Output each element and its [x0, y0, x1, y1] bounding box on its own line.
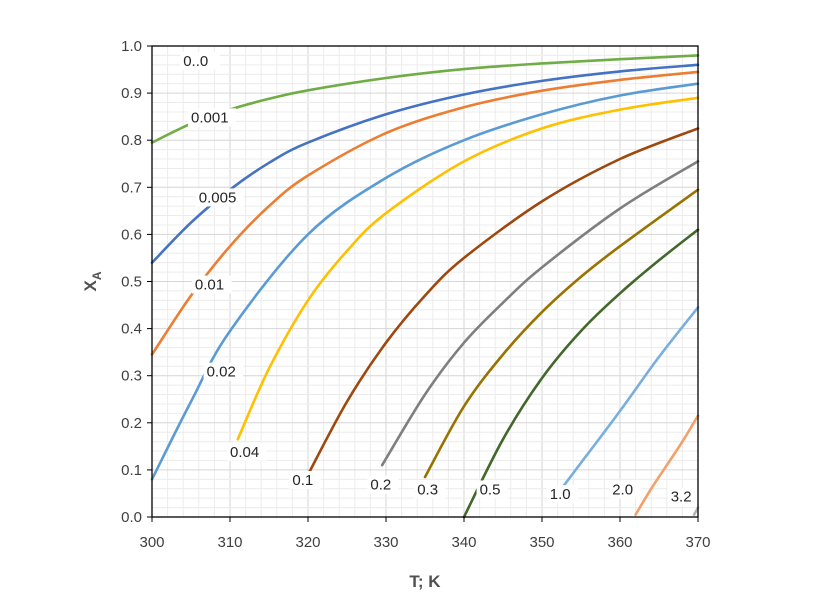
curve-label-background	[367, 475, 399, 494]
curve-series-5	[306, 127, 700, 476]
curve-series-9	[560, 306, 700, 490]
x-tick-label: 360	[607, 534, 632, 551]
curve-label: 0.5	[480, 481, 501, 498]
curve-series-10	[634, 414, 700, 516]
x-tick-label: 330	[373, 534, 398, 551]
curve-label-background	[476, 480, 508, 499]
y-tick-label: 1.0	[121, 38, 142, 55]
curve-label-background	[203, 362, 244, 381]
curve-label-background	[414, 480, 446, 499]
curve-label-background	[546, 485, 578, 504]
x-tick-label: 370	[685, 534, 710, 551]
y-tick-label: 0.7	[121, 179, 142, 196]
curve-label: 0.2	[370, 477, 391, 494]
curve-series-6	[380, 160, 700, 467]
curve-label: 0.3	[417, 481, 438, 498]
curve-label: 0.1	[292, 472, 313, 489]
curve-series-0	[150, 54, 700, 144]
curve-label-background	[191, 275, 232, 294]
curve-label-background	[667, 487, 699, 506]
curve-label-background	[195, 188, 244, 207]
curve-label-background	[227, 442, 267, 461]
curve-label: 1.0	[550, 486, 571, 503]
curve-label-background	[180, 51, 220, 70]
curve-label: 0..0	[183, 53, 208, 70]
y-tick-label: 0.2	[121, 415, 142, 432]
x-axis-title: T; K	[409, 572, 441, 591]
y-axis-title-main: X	[81, 280, 100, 292]
curve-label: 3.2	[671, 489, 692, 506]
curve-label-background	[609, 480, 641, 499]
x-tick-label: 340	[451, 534, 476, 551]
y-tick-label: 0.9	[121, 85, 142, 102]
x-tick-label: 320	[295, 534, 320, 551]
curve-series-2	[150, 70, 700, 356]
curve-label: 0.04	[230, 444, 259, 461]
curve-label-background	[289, 471, 321, 490]
curve-series-7	[423, 188, 700, 479]
curve-series-3	[150, 82, 700, 481]
y-tick-label: 0.6	[121, 226, 142, 243]
x-tick-label: 350	[529, 534, 554, 551]
curve-label: 2.0	[612, 481, 633, 498]
y-tick-label: 0.0	[121, 509, 142, 526]
curve-labels: 0..0 0.001 0.005 0.01 0.02 0.04 0.1 0.2 0.3 0.5 1.…	[180, 51, 699, 506]
curve-series-1	[150, 63, 700, 264]
curve-label: 0.005	[199, 189, 237, 206]
y-axis-title: XA	[81, 271, 104, 291]
curve-series-8	[462, 228, 700, 519]
curve-series-4	[236, 96, 700, 441]
x-axis-ticks: 300 310 320 330 340 350 360 370	[139, 517, 711, 551]
curve-label: 0.02	[207, 364, 236, 381]
y-tick-label: 0.4	[121, 321, 142, 338]
y-tick-label: 0.1	[121, 462, 142, 479]
curve-label-background	[188, 108, 236, 127]
curve-label: 0.01	[195, 277, 224, 294]
y-axis-ticks: 0.0 0.1 0.2 0.3 0.4 0.5 0.6 0.7 0.8 0.9 1.0	[121, 38, 152, 526]
x-tick-label: 300	[139, 534, 164, 551]
y-tick-label: 0.5	[121, 274, 142, 291]
y-tick-label: 0.8	[121, 132, 142, 149]
y-tick-label: 0.3	[121, 368, 142, 385]
x-tick-label: 310	[217, 534, 242, 551]
y-axis-title-subscript: A	[90, 271, 104, 280]
curve-label: 0.001	[191, 109, 229, 126]
